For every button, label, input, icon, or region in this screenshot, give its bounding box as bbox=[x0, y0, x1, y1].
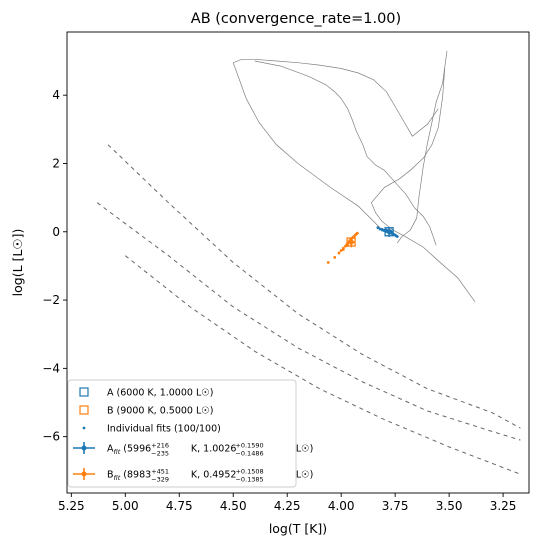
true-marker-a bbox=[384, 227, 394, 237]
plot-frame bbox=[66, 31, 530, 494]
isochrone-line-2 bbox=[124, 255, 521, 475]
isochrone-lines bbox=[96, 144, 521, 475]
x-axis-ticks: 5.25 5.00 4.75 4.50 4.25 4.00 3.75 3.50 3.25 bbox=[58, 493, 516, 513]
evolution-track-0 bbox=[397, 50, 448, 244]
legend-entry-2: Individual fits (100/100) bbox=[82, 424, 221, 435]
evolution-track-3 bbox=[254, 60, 437, 246]
fit-point-b-0 bbox=[326, 261, 330, 264]
x-tick-label: 3.50 bbox=[436, 499, 463, 513]
x-tick-label: 4.50 bbox=[220, 499, 247, 513]
fit-point-b-16 bbox=[355, 231, 359, 235]
y-tick-label: −6 bbox=[42, 430, 60, 444]
evolution-track-2 bbox=[232, 58, 439, 228]
x-tick-label: 5.00 bbox=[112, 499, 139, 513]
true-value-markers bbox=[346, 227, 394, 247]
fit-point-a-17 bbox=[395, 235, 399, 238]
legend-square-icon bbox=[79, 387, 89, 397]
legend-entry-1: B (9000 K, 0.5000 L☉) bbox=[79, 405, 214, 417]
y-tick-label: −2 bbox=[42, 293, 60, 307]
true-marker-b bbox=[346, 237, 356, 247]
legend-label: Afit (5996+216 −235 K, 1.0026+0.1590 −0.14… bbox=[107, 442, 313, 458]
legend-label: Individual fits (100/100) bbox=[107, 424, 221, 435]
legend-errorbar-icon bbox=[81, 471, 87, 477]
evolution-tracks bbox=[232, 50, 476, 303]
fit-point-b-1 bbox=[333, 255, 337, 259]
x-tick-label: 3.75 bbox=[382, 499, 409, 513]
chart-title: AB (convergence_rate=1.00) bbox=[191, 11, 401, 27]
x-tick-label: 4.25 bbox=[274, 499, 301, 513]
y-tick-label: 2 bbox=[52, 156, 60, 170]
isochrone-line-0 bbox=[107, 144, 521, 429]
legend: A (6000 K, 1.0000 L☉) B (9000 K, 0.5000 L… bbox=[67, 379, 313, 488]
fit-point-b-3 bbox=[339, 249, 343, 252]
legend-errorbar-icon bbox=[81, 445, 87, 451]
fit-point-b-2 bbox=[337, 251, 341, 255]
x-axis-label: log(T [K]) bbox=[269, 521, 327, 536]
x-tick-label: 4.75 bbox=[166, 499, 193, 513]
legend-dot-icon bbox=[82, 426, 86, 430]
fit-point-a-3 bbox=[380, 228, 384, 232]
fit-b-point bbox=[348, 239, 354, 245]
fit-point-a-0 bbox=[376, 226, 380, 230]
y-tick-label: 0 bbox=[52, 225, 60, 239]
y-axis-ticks: 4 2 0 −2 −4 −6 bbox=[42, 88, 67, 444]
isochrone-line-1 bbox=[96, 202, 521, 441]
legend-label: Bfit (8983+451 −329 K, 0.4952+0.1508 −0.13… bbox=[107, 468, 313, 484]
legend-box bbox=[67, 379, 297, 488]
y-axis-label: log(L [L☉]) bbox=[10, 229, 25, 297]
fit-point-a-1 bbox=[378, 227, 382, 231]
x-tick-label: 3.25 bbox=[490, 499, 517, 513]
x-tick-label: 4.00 bbox=[328, 499, 355, 513]
legend-entry-0: A (6000 K, 1.0000 L☉) bbox=[79, 387, 213, 399]
legend-label: B (9000 K, 0.5000 L☉) bbox=[107, 406, 214, 417]
legend-entry-3: Afit (5996+216 −235 K, 1.0026+0.1590 −0.14… bbox=[73, 442, 313, 458]
x-tick-label: 5.25 bbox=[58, 499, 85, 513]
fit-point-b-17 bbox=[341, 248, 345, 251]
legend-square-icon bbox=[79, 405, 89, 415]
y-tick-label: 4 bbox=[52, 88, 60, 102]
legend-entry-4: Bfit (8983+451 −329 K, 0.4952+0.1508 −0.13… bbox=[73, 468, 313, 484]
evolution-track-1 bbox=[370, 67, 476, 303]
fit-a-point bbox=[386, 229, 392, 235]
legend-label: A (6000 K, 1.0000 L☉) bbox=[107, 388, 213, 399]
y-tick-label: −4 bbox=[42, 361, 60, 375]
